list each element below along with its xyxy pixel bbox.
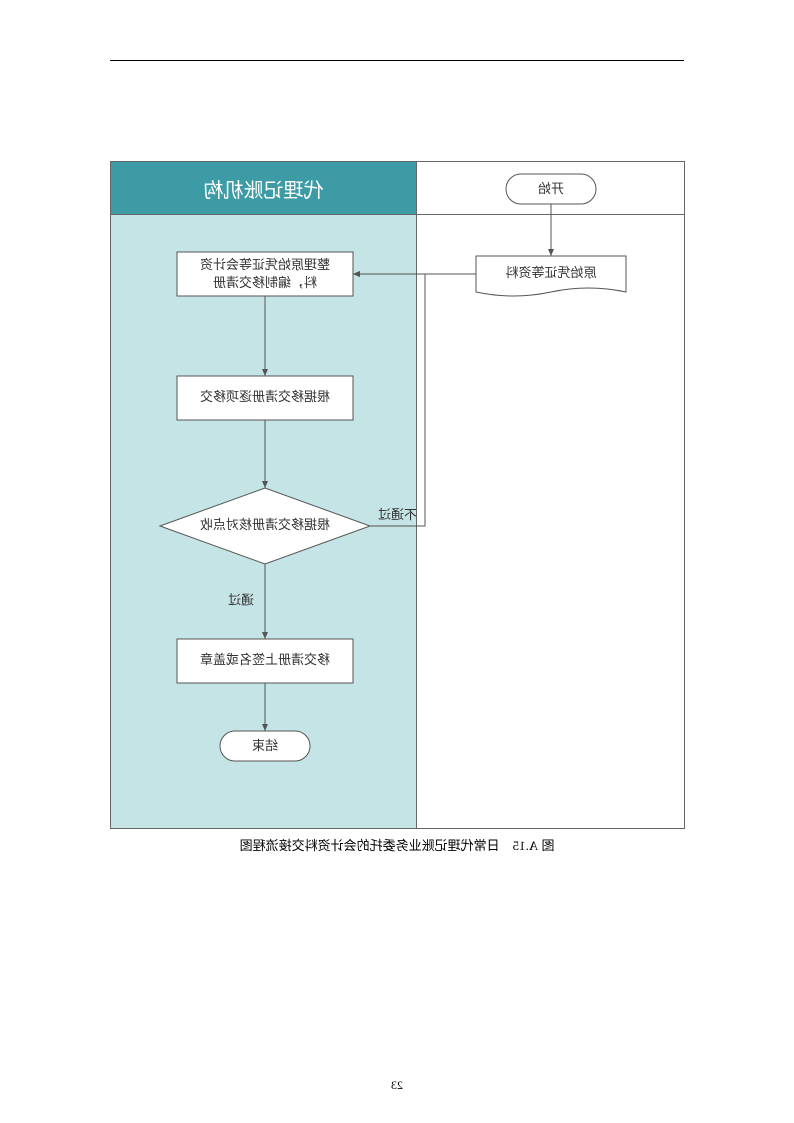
flow-svg: 开始 原始凭证等资料 整理原始凭证等会计资 料，编制移交清册 根据移交清册逐项移…: [110, 161, 685, 775]
node-end: 结束: [220, 731, 310, 761]
page-top-rule: [110, 60, 684, 61]
svg-text:根据移交清册核对点收: 根据移交清册核对点收: [200, 517, 330, 532]
flowchart: 客户 代理记账机构 开始: [110, 161, 685, 829]
node-start: 开始: [506, 174, 596, 204]
node-verify-decision: 根据移交清册核对点收: [160, 488, 370, 564]
page-number: 23: [0, 1078, 794, 1093]
svg-text:结束: 结束: [252, 738, 278, 753]
label-fail: 不通过: [378, 507, 417, 522]
swimlane-body: 开始 原始凭证等资料 整理原始凭证等会计资 料，编制移交清册 根据移交清册逐项移…: [110, 215, 685, 829]
figure-caption: 图 A.15 日常代理记账业务委托的会计资料交接流程图: [110, 835, 684, 854]
label-pass: 通过: [228, 592, 254, 607]
svg-text:原始凭证等资料: 原始凭证等资料: [505, 265, 596, 280]
svg-text:根据移交清册逐项移交: 根据移交清册逐项移交: [200, 389, 330, 404]
node-organize-docs: 整理原始凭证等会计资 料，编制移交清册: [177, 252, 353, 296]
node-original-docs: 原始凭证等资料: [476, 256, 626, 296]
svg-text:料，编制移交清册: 料，编制移交清册: [213, 275, 317, 290]
node-transfer: 根据移交清册逐项移交: [177, 376, 353, 420]
svg-text:移交清册上签名或盖章: 移交清册上签名或盖章: [200, 652, 330, 667]
node-sign: 移交清册上签名或盖章: [177, 639, 353, 683]
svg-text:整理原始凭证等会计资: 整理原始凭证等会计资: [200, 257, 330, 272]
edge-d1-fail: [353, 274, 425, 526]
svg-text:开始: 开始: [538, 181, 564, 196]
